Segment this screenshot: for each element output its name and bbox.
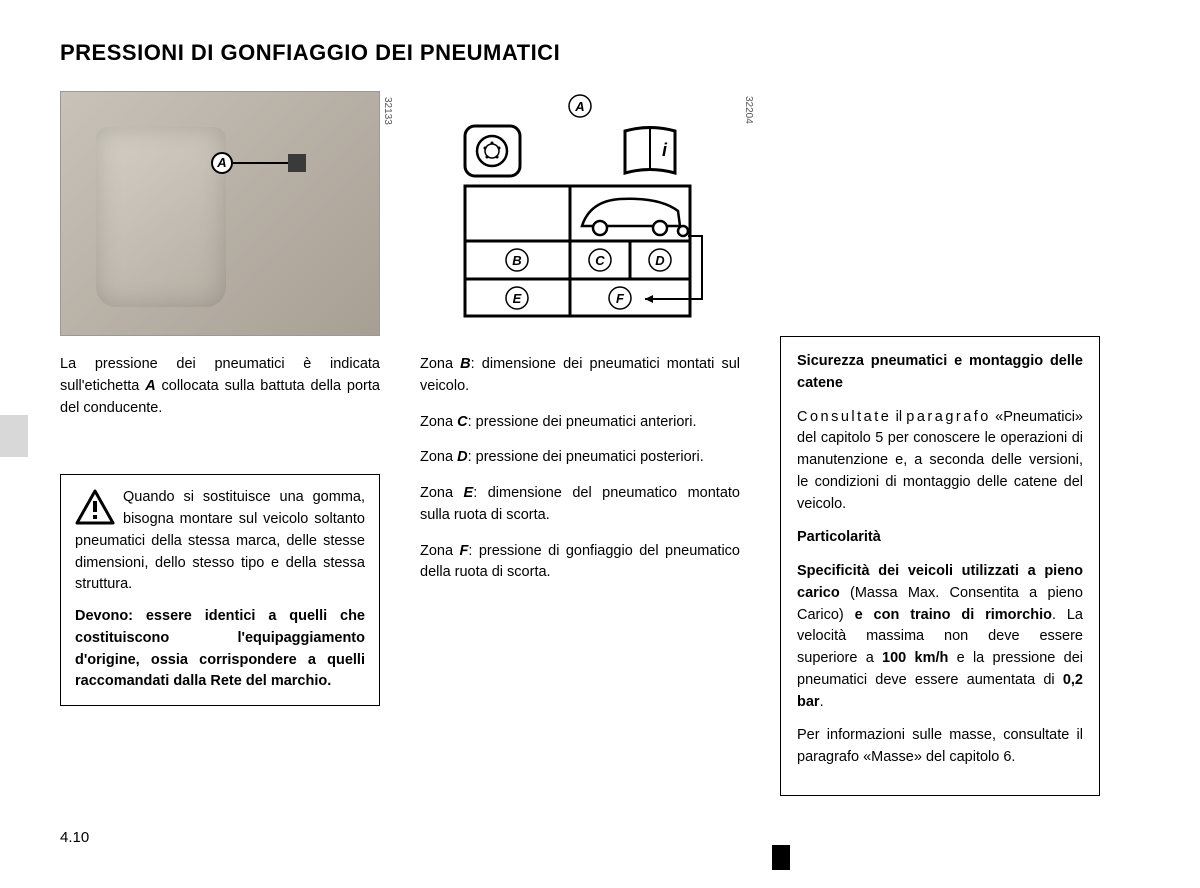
columns: 32133 A La pressione dei pneumatici è in… [60, 91, 1140, 796]
infobox-h2: Particolarità [797, 529, 881, 545]
diagram-ref-number: 32204 [741, 96, 756, 124]
diagram-svg: A i [420, 91, 740, 336]
infobox-h1: Sicurezza pneumatici e montaggio delle c… [797, 353, 1083, 391]
callout-a: A [211, 152, 306, 174]
manual-page: PRESSIONI DI GONFIAGGIO DEI PNEUMATICI 3… [0, 0, 1200, 888]
diag-label-a: A [574, 99, 584, 114]
callout-target [288, 154, 306, 172]
seat-photo: 32133 A [60, 91, 380, 336]
warning-p1: Quando si sostituisce una gomma, bisogna… [75, 487, 365, 596]
diag-label-c: C [595, 253, 605, 268]
infobox-p3: Per informazioni sulle masse, consultate… [797, 725, 1083, 769]
diag-label-f: F [616, 291, 625, 306]
photo-caption: La pressione dei pneumatici è indicata s… [60, 354, 380, 419]
warning-p2: Devono: essere identici a quelli che cos… [75, 606, 365, 693]
page-number: 4.10 [60, 829, 89, 846]
side-tab [0, 415, 28, 457]
warning-box: Quando si sostituisce una gomma, bisogna… [60, 474, 380, 706]
column-2: 32204 A i [420, 91, 740, 796]
zone-f: Zona F: pressione di gonfiaggio del pneu… [420, 541, 740, 585]
column-1: 32133 A La pressione dei pneumatici è in… [60, 91, 380, 796]
photo-ref-number: 32133 [380, 97, 395, 125]
warning-icon [75, 489, 115, 525]
diag-label-d: D [655, 253, 665, 268]
seat-shape [96, 127, 226, 307]
caption-ref: A [145, 378, 155, 394]
pressure-label-diagram: 32204 A i [420, 91, 740, 336]
diag-label-b: B [512, 253, 521, 268]
zone-e: Zona E: dimensione del pneumatico montat… [420, 483, 740, 527]
footer-mark [772, 845, 790, 870]
column-3: Sicurezza pneumatici e montaggio delle c… [780, 91, 1100, 796]
zone-d: Zona D: pressione dei pneumatici posteri… [420, 447, 740, 469]
diag-label-e: E [513, 291, 522, 306]
zone-c: Zona C: pressione dei pneumatici anterio… [420, 412, 740, 434]
callout-line [233, 162, 288, 164]
svg-text:i: i [662, 140, 668, 160]
callout-label-a: A [211, 152, 233, 174]
info-box: Sicurezza pneumatici e montaggio delle c… [780, 336, 1100, 796]
infobox-p2: Specificità dei veicoli utilizzati a pie… [797, 561, 1083, 713]
zone-b: Zona B: dimensione dei pneumatici montat… [420, 354, 740, 398]
page-title: PRESSIONI DI GONFIAGGIO DEI PNEUMATICI [60, 40, 1140, 66]
infobox-p1: Consultate il paragrafo «Pneumatici» del… [797, 407, 1083, 516]
